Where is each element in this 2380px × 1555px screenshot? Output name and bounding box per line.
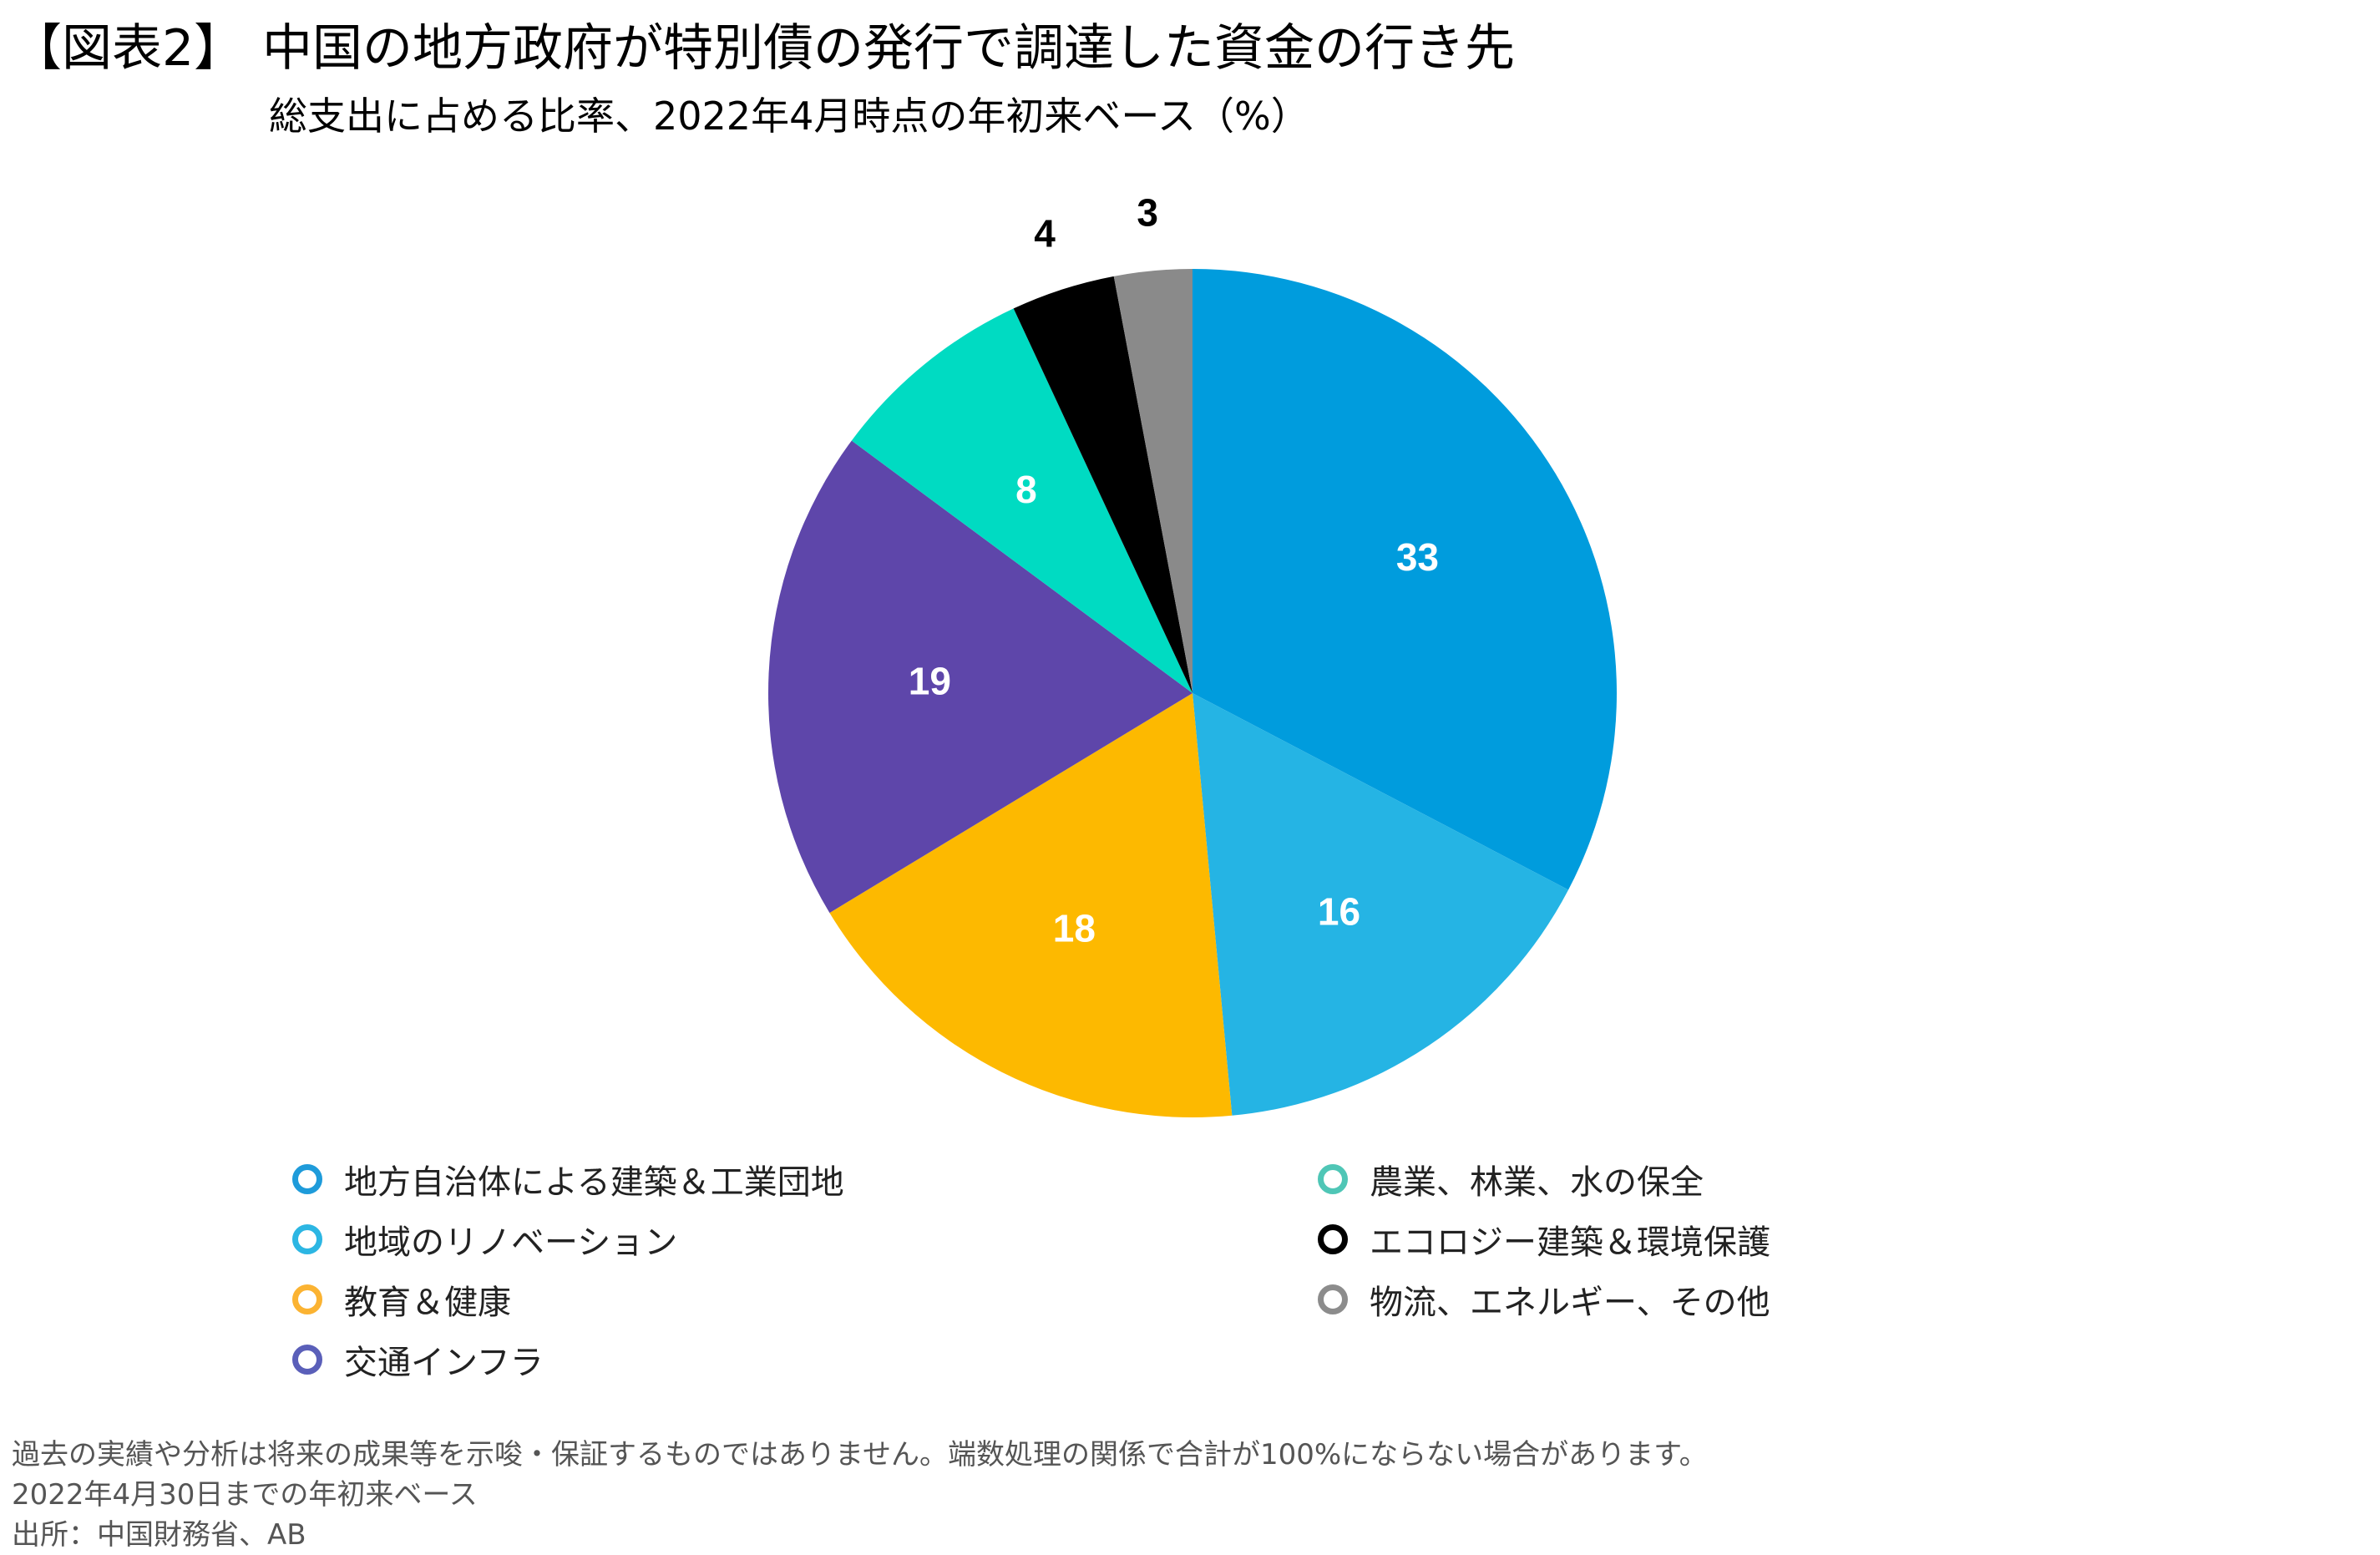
period-note: 2022年4月30日までの年初来ベース bbox=[12, 1478, 478, 1512]
pie-slice bbox=[1193, 269, 1617, 890]
slice-value-label: 8 bbox=[1015, 468, 1037, 511]
slice-value-label: 19 bbox=[909, 659, 951, 702]
pie-slice bbox=[1113, 269, 1193, 693]
legend-item: 農業、林業、水の保全 bbox=[1318, 1149, 1770, 1209]
slice-value-label: 16 bbox=[1318, 890, 1360, 934]
legend-right: 農業、林業、水の保全 エコロジー建築＆環境保護 物流、エネルギー、その他 bbox=[1318, 1149, 1770, 1330]
pie-slice bbox=[851, 308, 1193, 693]
legend-circle-icon bbox=[1318, 1164, 1348, 1194]
legend-circle-icon bbox=[292, 1284, 322, 1314]
source-note: 出所：中国財務省、AB bbox=[12, 1518, 306, 1552]
legend-circle-icon bbox=[292, 1224, 322, 1254]
footnotes: 過去の実績や分析は将来の成果等を示唆・保証するものではありません。端数処理の関係… bbox=[12, 1435, 1708, 1555]
slice-value-label: 33 bbox=[1396, 535, 1439, 579]
legend-item: 物流、エネルギー、その他 bbox=[1318, 1269, 1770, 1330]
pie-slice bbox=[767, 440, 1193, 914]
chart-title: 【図表2】 中国の地方政府が特別債の発行で調達した資金の行き先 bbox=[12, 15, 1515, 82]
pie-slice bbox=[829, 693, 1233, 1117]
figure-tag: 【図表2】 bbox=[12, 19, 245, 78]
legend-item: 地方自治体による建築＆工業団地 bbox=[292, 1149, 844, 1209]
pie-slice bbox=[1193, 693, 1569, 1116]
slice-value-label: 4 bbox=[1034, 212, 1056, 256]
pie-chart: 33 16 18 19 8 4 3 bbox=[767, 191, 1617, 1117]
legend-circle-icon bbox=[1318, 1224, 1348, 1254]
slice-value-label: 3 bbox=[1137, 191, 1158, 235]
legend-item: 交通インフラ bbox=[292, 1330, 844, 1390]
legend-item: 地域のリノベーション bbox=[292, 1209, 844, 1269]
chart-subtitle: 総支出に占める比率、2022年4月時点の年初来ベース（%） bbox=[269, 94, 1309, 139]
legend-circle-icon bbox=[292, 1345, 322, 1375]
legend-left: 地方自治体による建築＆工業団地 地域のリノベーション 教育＆健康 交通インフラ bbox=[292, 1149, 844, 1390]
legend-circle-icon bbox=[1318, 1284, 1348, 1314]
slice-value-label: 18 bbox=[1053, 906, 1096, 950]
legend-item: エコロジー建築＆環境保護 bbox=[1318, 1209, 1770, 1269]
title-text: 中国の地方政府が特別債の発行で調達した資金の行き先 bbox=[262, 19, 1515, 78]
legend-item: 教育＆健康 bbox=[292, 1269, 844, 1330]
disclaimer-note: 過去の実績や分析は将来の成果等を示唆・保証するものではありません。端数処理の関係… bbox=[12, 1438, 1708, 1471]
legend-circle-icon bbox=[292, 1164, 322, 1194]
pie-slice bbox=[1013, 276, 1193, 693]
